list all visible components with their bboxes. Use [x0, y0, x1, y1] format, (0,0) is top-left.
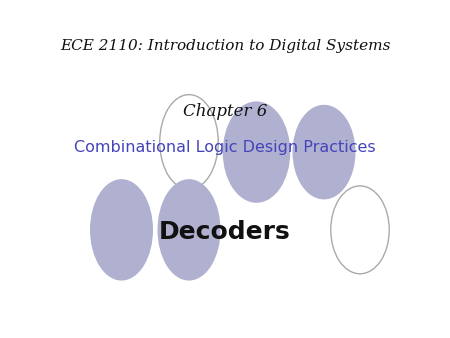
- Ellipse shape: [160, 95, 218, 189]
- Ellipse shape: [223, 101, 290, 203]
- Text: Combinational Logic Design Practices: Combinational Logic Design Practices: [74, 140, 376, 154]
- Ellipse shape: [292, 105, 356, 199]
- Ellipse shape: [90, 179, 153, 281]
- Text: ECE 2110: Introduction to Digital Systems: ECE 2110: Introduction to Digital System…: [60, 39, 390, 53]
- Ellipse shape: [158, 179, 220, 281]
- Text: Decoders: Decoders: [159, 219, 291, 244]
- Text: Chapter 6: Chapter 6: [183, 103, 267, 120]
- Ellipse shape: [331, 186, 389, 274]
